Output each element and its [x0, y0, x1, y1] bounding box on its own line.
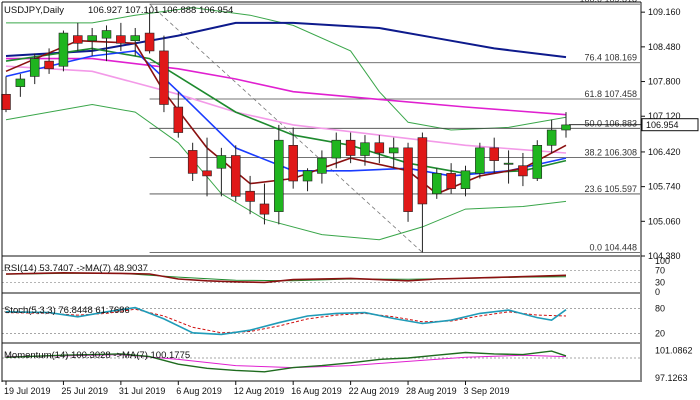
current-price-label: 106.954: [646, 120, 679, 130]
date-tick-label: 12 Aug 2019: [234, 386, 285, 396]
candle-body: [159, 50, 169, 105]
symbol-label: USDJPY,Daily: [4, 5, 64, 16]
current-price-tag: 106.954: [641, 118, 699, 132]
fib-level-label: 23.6 105.597: [584, 184, 637, 194]
candle-body: [546, 129, 557, 146]
candle-body: [173, 106, 184, 133]
candle-body: [29, 58, 40, 77]
envelope-bands: [5, 7, 567, 241]
price-tick-label: 104.380: [648, 251, 681, 261]
upper-band-line: [6, 7, 567, 131]
rsi-label: RSI(14) 53.7407 ->MA(7) 48.9037: [4, 263, 148, 274]
candle-body: [44, 60, 54, 70]
candle-body: [259, 203, 270, 215]
date-tick-label: 6 Aug 2019: [176, 386, 222, 396]
candle-body: [15, 78, 26, 87]
pane-tick-label: 80: [655, 303, 665, 313]
candle-body: [216, 155, 227, 169]
candle-body: [302, 170, 313, 182]
stoch-main-line: [5, 306, 567, 336]
date-tick-label: 22 Aug 2019: [349, 386, 400, 396]
stoch-label: Stoch(5,3,3) 76.8448 61.7686: [4, 305, 130, 316]
pane-tick-label: 20: [655, 329, 665, 339]
fib-level-label: 61.8 107.458: [584, 89, 637, 99]
price-tick-label: 107.800: [648, 77, 681, 87]
date-tick-label: 28 Aug 2019: [406, 386, 457, 396]
candle-body: [331, 139, 342, 159]
pane-tick-label: 100: [655, 256, 670, 266]
fib-level-label: 76.4 108.169: [584, 53, 637, 63]
candle-body: [475, 147, 485, 174]
candle-body: [1, 93, 11, 110]
overlay-ma-pink: [5, 65, 567, 154]
candlesticks: [1, 10, 571, 253]
candle-body: [317, 157, 327, 174]
candle-body: [503, 162, 514, 165]
price-tick-label: 109.160: [648, 7, 681, 17]
pane-tick-label: 70: [655, 265, 665, 275]
candle-body: [73, 35, 83, 44]
date-tick-label: 3 Sep 2019: [463, 386, 509, 396]
price-axis: 109.160 108.480 107.800 107.120 106.420 105.7…: [641, 7, 681, 261]
candle-body: [101, 30, 112, 39]
fib-level-label: 50.0 106.883: [584, 118, 637, 128]
candle-body: [403, 147, 413, 212]
date-tick-label: 31 Jul 2019: [119, 386, 166, 396]
candle-body: [374, 142, 385, 154]
stoch-signal-line: [5, 308, 567, 334]
candle-body: [417, 137, 428, 205]
candle-body: [202, 170, 212, 177]
candle-body: [245, 190, 255, 202]
candle-body: [230, 155, 241, 197]
fib-level-label: 0.0 104.448: [589, 243, 637, 253]
candle-body: [116, 35, 126, 44]
date-axis: 19 Jul 2019 25 Jul 2019 31 Jul 2019 6 Aug 2…: [4, 381, 510, 396]
fib-trend-line: [149, 3, 423, 253]
pane-tick-label: 97.1263: [655, 373, 688, 383]
price-tick-label: 108.480: [648, 42, 681, 52]
rsi-line: [5, 271, 567, 284]
candle-body: [144, 32, 155, 52]
candle-body: [489, 147, 499, 161]
fib-level-label: 38.2 106.308: [584, 148, 637, 158]
momentum-line: [5, 350, 567, 373]
candle-body: [274, 139, 284, 212]
date-tick-label: 19 Jul 2019: [4, 386, 51, 396]
candle-body: [187, 150, 198, 174]
candle-body: [360, 142, 370, 156]
date-tick-label: 25 Jul 2019: [61, 386, 108, 396]
stoch-pane: 80 20: [2, 303, 665, 339]
candle-body: [460, 170, 471, 189]
price-tick-label: 105.060: [648, 216, 681, 226]
candle-body: [561, 124, 571, 131]
date-tick-label: 16 Aug 2019: [291, 386, 342, 396]
pane-tick-label: 30: [655, 278, 665, 288]
candle-body: [58, 32, 69, 67]
candle-body: [345, 139, 356, 156]
pane-tick-label: 0: [655, 287, 660, 297]
momentum-label: Momentum(14) 100.3028 ->MA(7) 100.1775: [4, 350, 190, 361]
candle-body: [288, 145, 298, 182]
momentum-pane: 101.0862 97.1263: [2, 346, 693, 383]
ohlc-label: 106.927 107.101 106.888 106.954: [88, 5, 233, 16]
candle-body: [446, 173, 456, 189]
pane-tick-label: 101.0862: [655, 346, 693, 356]
candle-body: [518, 165, 528, 177]
candle-body: [388, 147, 399, 154]
candle-body: [87, 35, 97, 42]
price-tick-label: 105.740: [648, 182, 681, 192]
candle-body: [432, 173, 442, 195]
price-tick-label: 107.120: [648, 111, 681, 121]
lower-band-line: [5, 103, 567, 241]
candle-body: [130, 35, 140, 42]
price-tick-label: 106.420: [648, 147, 681, 157]
candle-body: [532, 145, 543, 179]
